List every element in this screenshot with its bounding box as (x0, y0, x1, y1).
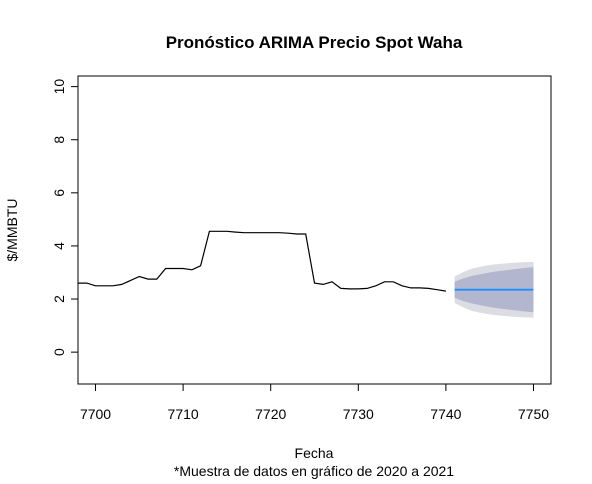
y-axis-label: $/MMBTU (4, 199, 20, 262)
x-tick-label: 7750 (518, 406, 549, 422)
x-tick-label: 7730 (343, 406, 374, 422)
x-tick-label: 7720 (255, 406, 286, 422)
y-tick-label: 4 (51, 242, 67, 250)
y-tick-label: 6 (51, 189, 67, 197)
x-tick-label: 7740 (430, 406, 461, 422)
x-axis: 7700 7710 7720 7730 7740 7750 (80, 383, 549, 422)
y-tick-label: 2 (51, 295, 67, 303)
x-tick-label: 7710 (168, 406, 199, 422)
history-line (78, 230, 446, 292)
series-lines (78, 230, 534, 292)
chart-note: *Muestra de datos en gráfico de 2020 a 2… (174, 463, 454, 479)
y-tick-label: 10 (51, 79, 67, 95)
y-axis: 0 2 4 6 8 10 (51, 79, 79, 356)
x-axis-label: Fecha (295, 445, 334, 461)
chart-title: Pronóstico ARIMA Precio Spot Waha (166, 33, 463, 52)
y-tick-label: 0 (51, 348, 67, 356)
x-tick-label: 7700 (80, 406, 111, 422)
plot-frame (77, 75, 552, 385)
y-tick-label: 8 (51, 136, 67, 144)
